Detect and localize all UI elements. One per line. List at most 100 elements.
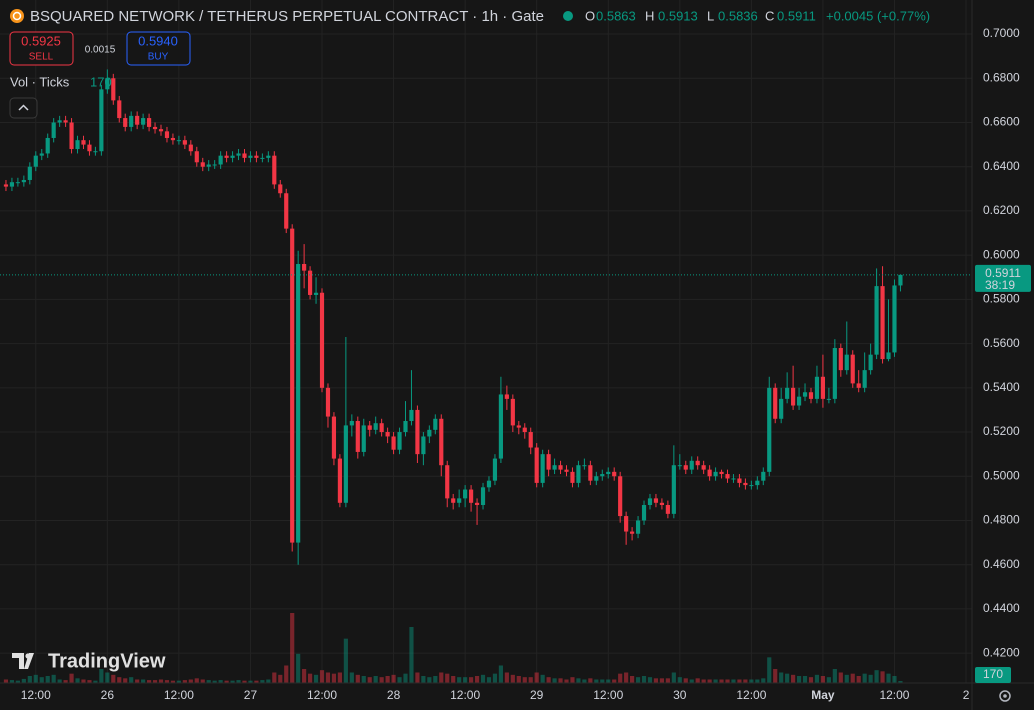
volume-bar [170, 680, 176, 683]
candle-body [403, 420, 408, 433]
volume-bar [248, 680, 253, 683]
candle-body [761, 471, 766, 481]
volume-bar [21, 678, 26, 683]
volume-bar [200, 679, 205, 683]
candle-body [796, 396, 802, 406]
volume-indicator-label[interactable]: Vol · Ticks [10, 74, 70, 89]
candle-body [284, 193, 289, 229]
candle-body [469, 489, 474, 503]
logo-icon-dot [25, 653, 31, 659]
y-tick-label: 0.5600 [983, 336, 1020, 350]
volume-bar [39, 677, 44, 683]
volume-bar [75, 678, 80, 683]
settings-icon-center [1003, 694, 1007, 698]
volume-bar [278, 674, 283, 683]
candle-body [874, 286, 879, 355]
candle-body [510, 398, 515, 426]
volume-bar [331, 673, 337, 683]
candle-body [844, 354, 849, 371]
volume-bar [641, 676, 647, 683]
candle-body [361, 425, 366, 452]
volume-bar [457, 677, 462, 683]
candle-body [647, 498, 653, 506]
volume-bar [492, 673, 498, 683]
volume-bar [665, 678, 670, 683]
sell-price[interactable]: 0.5925 [21, 33, 61, 48]
candle-body [665, 505, 670, 514]
y-tick-label: 0.6000 [983, 247, 1020, 261]
candle-body [206, 164, 211, 167]
volume-bar [33, 674, 38, 683]
volume-bar [826, 677, 831, 683]
y-tick-label: 0.7000 [983, 26, 1020, 40]
candle-body [421, 436, 426, 455]
candle-body [659, 502, 665, 506]
candle-body [451, 498, 456, 503]
volume-bar [862, 673, 867, 683]
candle-body [546, 454, 551, 470]
volume-bar [212, 680, 217, 683]
axes: 0.4200 0.4400 0.4600 0.4800 0.5000 0.5200 0.54… [0, 26, 1031, 702]
candle-body [260, 157, 265, 159]
sell-button[interactable] [9, 31, 74, 66]
logo-text[interactable]: TradingView [48, 650, 166, 672]
volume-bar [814, 674, 820, 683]
candle-body [725, 474, 730, 479]
candle-body [266, 155, 271, 158]
candle-body [146, 118, 152, 127]
buy-button[interactable] [126, 31, 191, 66]
volume-bar [719, 679, 724, 683]
candle-body [236, 153, 241, 156]
candle-body [600, 474, 605, 477]
volume-bar [510, 674, 515, 683]
volume-bar [528, 677, 533, 683]
volume-bar [630, 676, 635, 683]
candle-body [39, 153, 44, 156]
volume-bar [361, 676, 366, 683]
volume-bar [284, 665, 289, 683]
candle-body [182, 140, 187, 145]
candle-body [21, 179, 26, 183]
candle-body [307, 270, 313, 295]
symbol-title[interactable]: BSQUARED NETWORK / TETHERUS PERPETUAL CO… [30, 8, 544, 25]
volume-bar [117, 677, 122, 683]
volume-bar [373, 676, 378, 683]
candle-body [415, 409, 420, 455]
candle-body [278, 184, 283, 194]
volume-bar [451, 676, 456, 683]
candle-body [868, 354, 873, 371]
market-status[interactable] [563, 11, 573, 21]
y-tick-label: 0.4400 [983, 601, 1020, 615]
volume-bar [343, 638, 348, 683]
sell-label[interactable]: SELL [29, 52, 54, 63]
volume-bar [618, 673, 623, 683]
ohlc-value: 0.5863 [596, 8, 636, 23]
candle-body [313, 292, 319, 295]
buy-price[interactable]: 0.5940 [138, 33, 178, 48]
volume-bar [469, 677, 474, 683]
volume-bar [349, 672, 354, 683]
volume-bar [791, 674, 796, 683]
volume-bar [552, 678, 557, 683]
candle-body [129, 115, 134, 127]
volume-bar [731, 679, 736, 683]
volume-bar [146, 680, 152, 683]
ohlc-label: L [707, 8, 714, 23]
candle-body [862, 370, 867, 388]
candle-body [808, 392, 814, 399]
candle-body [343, 425, 348, 503]
volume-bar [111, 674, 116, 683]
y-tick-label: 0.4600 [983, 557, 1020, 571]
candle-body [373, 423, 378, 430]
buy-label[interactable]: BUY [148, 52, 169, 63]
x-tick-label: 27 [244, 688, 258, 702]
settings-icon[interactable] [999, 690, 1011, 702]
volume-bar [230, 680, 235, 683]
candle-body [135, 115, 140, 125]
candle-body [737, 478, 742, 483]
volume-bar [152, 680, 158, 683]
volume-bar [844, 674, 849, 683]
candle-body [176, 140, 181, 142]
collapse-button[interactable] [9, 97, 38, 119]
volume-bar [576, 678, 581, 683]
